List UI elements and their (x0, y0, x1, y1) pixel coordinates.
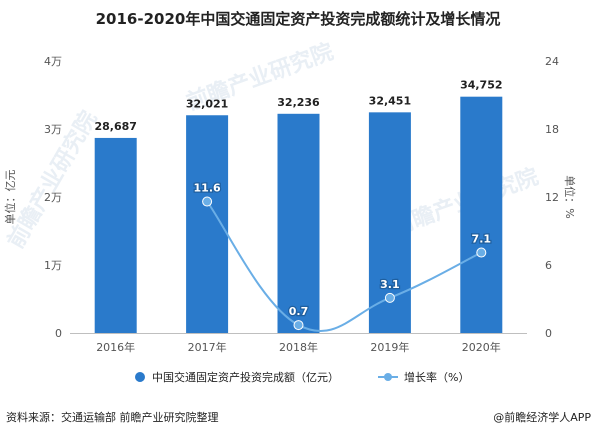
bar-series: 28,687 32,021 32,236 32,451 34,752 (94, 79, 503, 334)
brand-credit: @前瞻经济学人APP (493, 410, 591, 424)
y-tick-label: 1万 (44, 259, 62, 272)
line-series: 11.6 0.7 3.1 7.1 (192, 180, 492, 332)
bar (94, 137, 137, 333)
legend-label-bar: 中国交通固定资产投资完成额（亿元） (152, 370, 339, 384)
y2-tick-label: 24 (545, 55, 559, 68)
bar-data-label: 32,021 (186, 97, 228, 110)
legend: 中国交通固定资产投资完成额（亿元） 增长率（%） (135, 370, 469, 384)
growth-rate-line (206, 200, 482, 332)
y-tick-label: 2万 (44, 191, 62, 204)
legend-marker-rate (384, 373, 392, 381)
legend-marker-bar (135, 372, 145, 382)
bar-data-label: 34,752 (460, 79, 502, 92)
source-note: 资料来源：交通运输部 前瞻产业研究院整理 (6, 410, 219, 424)
chart-title: 2016-2020年中国交通固定资产投资完成额统计及增长情况 (96, 10, 501, 28)
x-tick-label: 2019年 (370, 340, 409, 354)
growth-rate-label: 0.7 (289, 305, 309, 318)
x-tick-label: 2016年 (96, 340, 135, 354)
growth-rate-label: 7.1 (472, 233, 492, 246)
x-tick-label: 2018年 (279, 340, 318, 354)
growth-rate-label: 11.6 (194, 182, 221, 195)
y-tick-label: 3万 (44, 123, 62, 136)
y2-axis-title: 单位：% (563, 175, 577, 218)
bar-data-label: 32,451 (369, 94, 411, 107)
legend-label-rate: 增长率（%） (404, 370, 469, 384)
bar-data-label: 32,236 (277, 96, 320, 109)
y-tick-label: 4万 (44, 55, 62, 68)
x-tick-label: 2017年 (188, 340, 227, 354)
growth-rate-point (384, 292, 395, 303)
bar (460, 96, 503, 333)
growth-rate-point (293, 320, 304, 331)
y-tick-label: 0 (55, 327, 62, 340)
x-tick-label: 2020年 (462, 340, 501, 354)
growth-rate-point (476, 247, 487, 258)
y2-tick-label: 0 (545, 327, 552, 340)
y-axis-title: 单位：亿元 (3, 170, 17, 225)
y2-tick-label: 6 (545, 259, 552, 272)
bar-data-label: 28,687 (94, 120, 136, 133)
bar (277, 113, 320, 333)
y2-tick-label: 18 (545, 123, 559, 136)
axes: 0 1万 2万 3万 4万 0 6 12 18 24 2016年 2017年 2018年 2019年 202… (3, 55, 577, 354)
growth-rate-point (202, 196, 213, 207)
growth-rate-label: 3.1 (380, 278, 400, 291)
y2-tick-label: 12 (545, 191, 559, 204)
